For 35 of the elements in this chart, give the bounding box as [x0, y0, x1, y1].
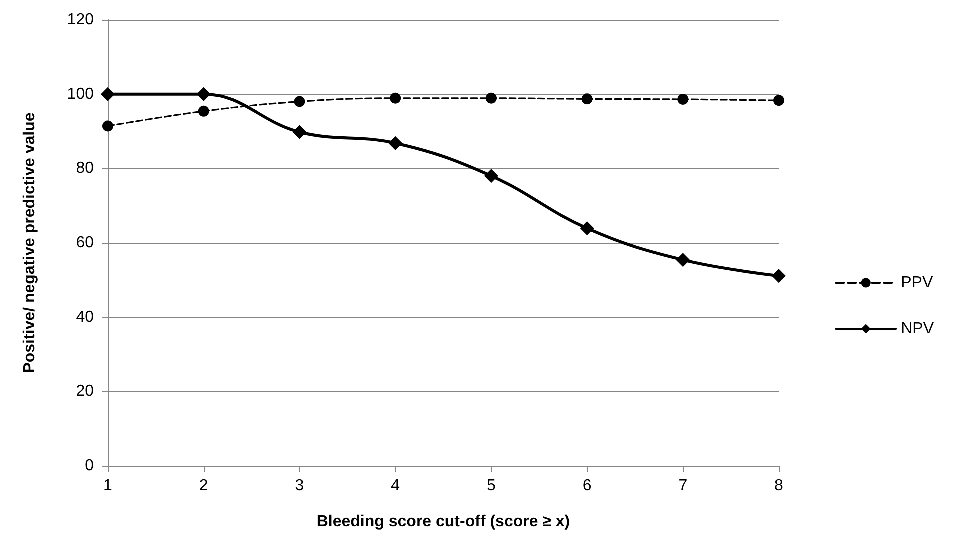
y-tick-label: 40 [76, 308, 94, 326]
point [294, 96, 306, 108]
y-tick-label: 100 [67, 86, 94, 103]
point [101, 87, 115, 102]
x-axis-title: Bleeding score cut-off (score ≥ x) [316, 514, 570, 530]
point [390, 92, 402, 104]
point [196, 87, 211, 102]
point [388, 136, 403, 150]
point [772, 269, 786, 284]
y-tick-label: 120 [67, 12, 94, 28]
point [198, 106, 210, 117]
y-tick-label: 60 [76, 234, 94, 252]
y-tick-label: 20 [76, 383, 94, 400]
y-tick-label: 80 [76, 160, 94, 178]
x-tick-label: 4 [391, 478, 400, 494]
point [580, 222, 594, 236]
x-tick-label: 6 [582, 478, 592, 494]
point [678, 94, 689, 106]
x-tick-label: 7 [678, 478, 688, 494]
x-tick-label: 8 [774, 478, 784, 494]
point [292, 125, 307, 140]
point [484, 169, 498, 184]
point [676, 253, 690, 268]
point [102, 120, 114, 132]
y-axis-title: Positive/ negative predictive value [22, 112, 38, 374]
y-tick-label: 0 [85, 458, 94, 474]
legend-label: NPV [901, 320, 934, 338]
point [486, 92, 497, 104]
point [582, 94, 593, 105]
x-tick-label: 1 [104, 478, 113, 494]
legend-label: PPV [901, 274, 934, 292]
x-tick-label: 3 [295, 478, 304, 494]
x-tick-label: 2 [199, 478, 208, 494]
point [774, 95, 784, 106]
x-tick-label: 5 [486, 478, 496, 494]
